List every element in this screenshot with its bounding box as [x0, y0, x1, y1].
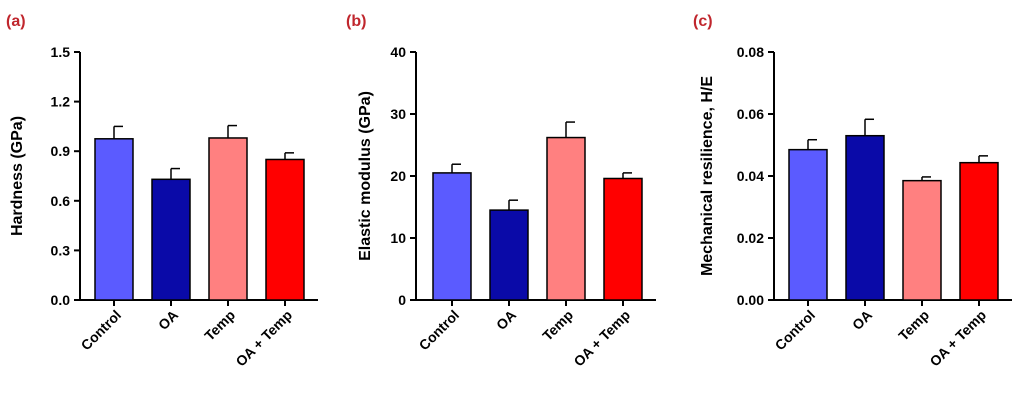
- y-tick-label: 1.5: [51, 44, 71, 60]
- bar-oa: [489, 209, 529, 301]
- x-tick-label: OA: [493, 307, 519, 333]
- y-tick-label: 20: [390, 168, 406, 184]
- x-tick-label: OA + Temp: [232, 307, 295, 370]
- x-tick-label: Temp: [201, 307, 238, 344]
- y-tick-label: 1.2: [51, 94, 71, 110]
- y-tick-label: 0: [398, 292, 406, 308]
- y-tick-label: 0.08: [737, 44, 764, 60]
- y-tick-label: 0.00: [737, 292, 764, 308]
- y-tick-label: 0.9: [51, 143, 71, 159]
- bar-control: [788, 148, 828, 301]
- x-tick-label: OA: [155, 307, 181, 333]
- bar-temp: [902, 179, 942, 301]
- y-tick-label: 0.04: [737, 168, 764, 184]
- x-tick-label: Temp: [539, 307, 576, 344]
- panel-label: (c): [693, 13, 713, 30]
- x-tick-label: Control: [772, 307, 819, 354]
- y-tick-label: 0.0: [51, 292, 71, 308]
- y-tick-label: 0.3: [51, 242, 71, 258]
- y-tick-label: 0.02: [737, 230, 764, 246]
- x-tick-label: Control: [78, 307, 125, 354]
- chart-panel-3: (c) Mechanical resilience, H/E 0.00 0.02 0.0…: [693, 13, 1012, 370]
- x-tick-label: OA + Temp: [570, 307, 633, 370]
- y-tick-label: 10: [390, 230, 406, 246]
- bar-oa-temp: [265, 158, 305, 301]
- panel-label: (b): [346, 13, 366, 30]
- y-tick-label: 0.06: [737, 106, 764, 122]
- y-tick-label: 40: [390, 44, 406, 60]
- x-tick-label: OA: [849, 307, 875, 333]
- bar-temp: [546, 136, 586, 301]
- bar-oa-temp: [959, 161, 999, 301]
- y-tick-label: 30: [390, 106, 406, 122]
- bar-oa: [151, 178, 191, 301]
- y-tick-label: 0.6: [51, 193, 71, 209]
- y-axis-label: Elastic modulus (GPa): [357, 91, 374, 261]
- bar-temp: [208, 137, 248, 301]
- panel-label: (a): [6, 13, 26, 30]
- bar-oa-temp: [603, 177, 643, 301]
- chart-panel-1: (a) Hardness (GPa) 0.0 0.3 0.6 0.9 1.2 1.5 Contr…: [6, 13, 318, 370]
- y-axis-label: Hardness (GPa): [9, 116, 26, 236]
- x-tick-label: Temp: [895, 307, 932, 344]
- x-tick-label: OA + Temp: [926, 307, 989, 370]
- x-tick-label: Control: [416, 307, 463, 354]
- bar-control: [432, 172, 472, 301]
- chart-panel-2: (b) Elastic modulus (GPa) 0 10 20 30 40 Control…: [346, 13, 656, 370]
- bar-control: [94, 138, 134, 301]
- y-axis-label: Mechanical resilience, H/E: [699, 76, 716, 276]
- bar-oa: [845, 134, 885, 301]
